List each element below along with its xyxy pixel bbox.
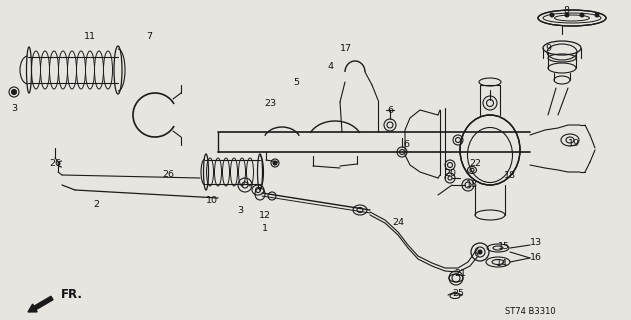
Text: 6: 6	[403, 140, 409, 148]
Text: 13: 13	[530, 237, 542, 246]
Circle shape	[595, 13, 599, 17]
Text: 19: 19	[568, 139, 580, 148]
Text: 18: 18	[466, 180, 478, 188]
Circle shape	[565, 13, 569, 17]
Text: 11: 11	[84, 31, 96, 41]
Text: 14: 14	[496, 260, 508, 268]
Text: 7: 7	[146, 31, 152, 41]
Text: 18: 18	[504, 171, 516, 180]
Text: 15: 15	[498, 242, 510, 251]
Text: 4: 4	[327, 61, 333, 70]
Text: 2: 2	[93, 199, 99, 209]
Circle shape	[11, 90, 16, 94]
Text: 12: 12	[259, 211, 271, 220]
Text: 26: 26	[49, 158, 61, 167]
Text: 16: 16	[530, 253, 542, 262]
Text: 9: 9	[545, 44, 551, 52]
Text: 8: 8	[563, 5, 569, 14]
Text: 10: 10	[206, 196, 218, 204]
Text: 1: 1	[262, 223, 268, 233]
Circle shape	[478, 250, 482, 254]
Text: 5: 5	[293, 77, 299, 86]
Text: FR.: FR.	[61, 289, 83, 301]
Ellipse shape	[538, 10, 606, 26]
Text: 3: 3	[237, 205, 243, 214]
Text: 20: 20	[444, 169, 456, 178]
Text: 21: 21	[454, 269, 466, 278]
Circle shape	[550, 13, 554, 17]
Text: 3: 3	[11, 103, 17, 113]
Text: ST74 B3310: ST74 B3310	[505, 308, 555, 316]
Text: 24: 24	[392, 218, 404, 227]
Text: 17: 17	[340, 44, 352, 52]
Text: 23: 23	[264, 99, 276, 108]
Text: 6: 6	[387, 106, 393, 115]
Ellipse shape	[460, 115, 520, 185]
Text: 22: 22	[469, 158, 481, 167]
FancyArrow shape	[28, 296, 53, 312]
Text: 25: 25	[452, 289, 464, 298]
Circle shape	[273, 161, 277, 165]
Text: 26: 26	[162, 170, 174, 179]
Circle shape	[580, 13, 584, 17]
